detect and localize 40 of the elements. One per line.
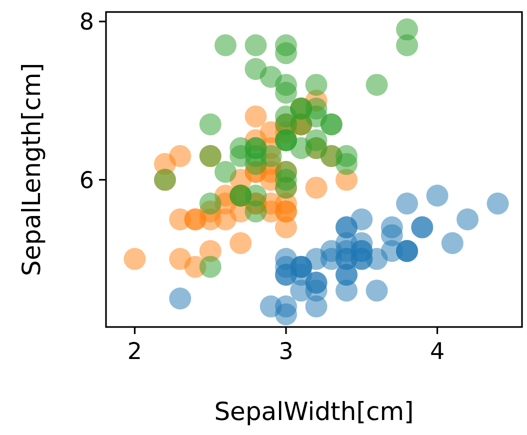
x-tick-label: 2: [127, 339, 142, 365]
point: [244, 145, 267, 168]
point: [244, 105, 267, 128]
point: [199, 192, 222, 215]
point: [169, 145, 192, 168]
y-tick-label: 6: [79, 168, 94, 194]
point: [456, 208, 479, 230]
point: [366, 74, 388, 96]
point: [275, 34, 298, 56]
point: [244, 200, 267, 222]
point: [396, 18, 418, 40]
point: [275, 74, 298, 96]
point: [199, 256, 222, 278]
x-tick-label: 3: [278, 339, 294, 365]
point: [380, 224, 403, 246]
point: [169, 248, 192, 270]
point: [441, 232, 464, 254]
point: [396, 192, 418, 215]
point: [230, 232, 252, 254]
point: [214, 34, 237, 56]
point: [244, 34, 267, 56]
point: [305, 176, 328, 199]
point: [305, 74, 328, 96]
point: [486, 192, 509, 215]
y-tick-label: 8: [79, 10, 94, 36]
point: [244, 58, 267, 80]
point: [350, 208, 373, 230]
point: [305, 280, 328, 302]
point: [169, 288, 192, 310]
point: [275, 295, 298, 318]
point: [426, 184, 448, 207]
point: [199, 113, 222, 136]
point: [124, 248, 146, 270]
point: [320, 248, 342, 270]
x-tick-label: 4: [430, 339, 445, 365]
x-axis-title: SepalWidth[cm]: [214, 397, 414, 426]
point: [366, 280, 388, 302]
point: [336, 152, 358, 175]
y-axis-title: SepalLength[cm]: [17, 62, 46, 276]
point: [214, 160, 237, 183]
